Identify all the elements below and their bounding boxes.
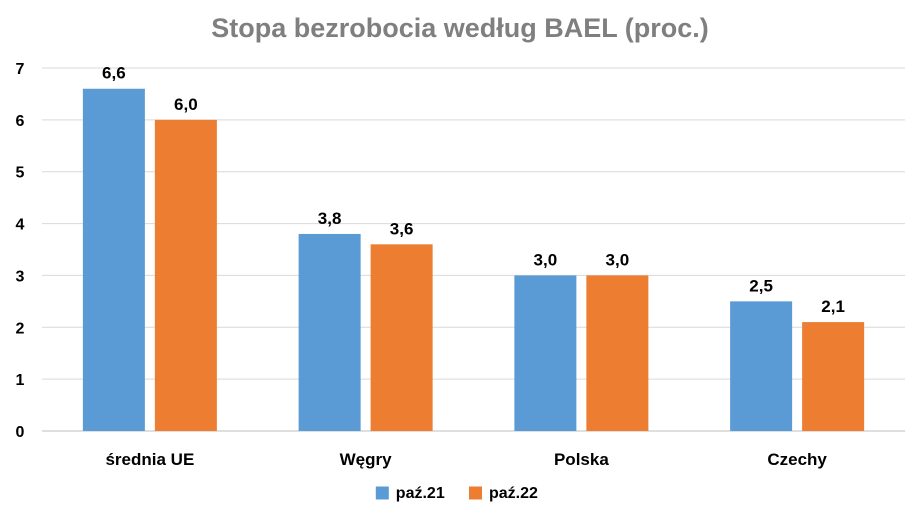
bar-1-2 [298,233,361,431]
bar-1-3 [514,275,577,431]
y-tick-label: 7 [16,61,25,78]
y-tick-label: 5 [16,165,25,182]
data-label: 6,6 [102,64,126,83]
bar-2-4 [802,322,865,431]
chart-title: Stopa bezrobocia według BAEL (proc.) [211,13,709,43]
legend: paź.21 paź.22 [375,485,538,502]
data-label: 2,1 [821,297,845,316]
legend-swatch [375,486,389,500]
y-tick-label: 4 [16,217,25,234]
y-tick-label: 1 [16,372,25,389]
bar-2-3 [586,275,649,431]
legend-label: paź.22 [489,485,538,502]
x-axis-categories: średnia UE Węgry Polska Czechy [105,450,827,469]
bar-2-2 [370,244,433,431]
data-label: 3,6 [390,219,414,238]
x-category-label: Węgry [340,450,393,469]
bar-1-1 [82,88,145,431]
data-label: 3,8 [318,209,342,228]
data-label: 3,0 [606,250,630,269]
bar-1-4 [730,301,793,431]
x-category-label: Polska [554,450,609,469]
legend-swatch [469,486,482,500]
y-tick-label: 6 [16,113,25,130]
data-labels: 6,6 6,0 3,8 3,6 3,0 3,0 2,5 2,1 [102,64,845,316]
legend-label: paź.21 [396,485,445,502]
data-label: 3,0 [534,250,558,269]
x-category-label: średnia UE [105,450,194,469]
data-label: 6,0 [174,95,198,114]
y-tick-label: 2 [16,320,25,337]
x-category-label: Czechy [767,450,827,469]
data-label: 2,5 [749,276,773,295]
y-tick-label: 3 [16,268,25,285]
bars [82,88,865,431]
y-axis-ticks: 0 1 2 3 4 5 6 7 [16,61,25,441]
y-tick-label: 0 [16,424,25,441]
bar-2-1 [154,119,217,431]
